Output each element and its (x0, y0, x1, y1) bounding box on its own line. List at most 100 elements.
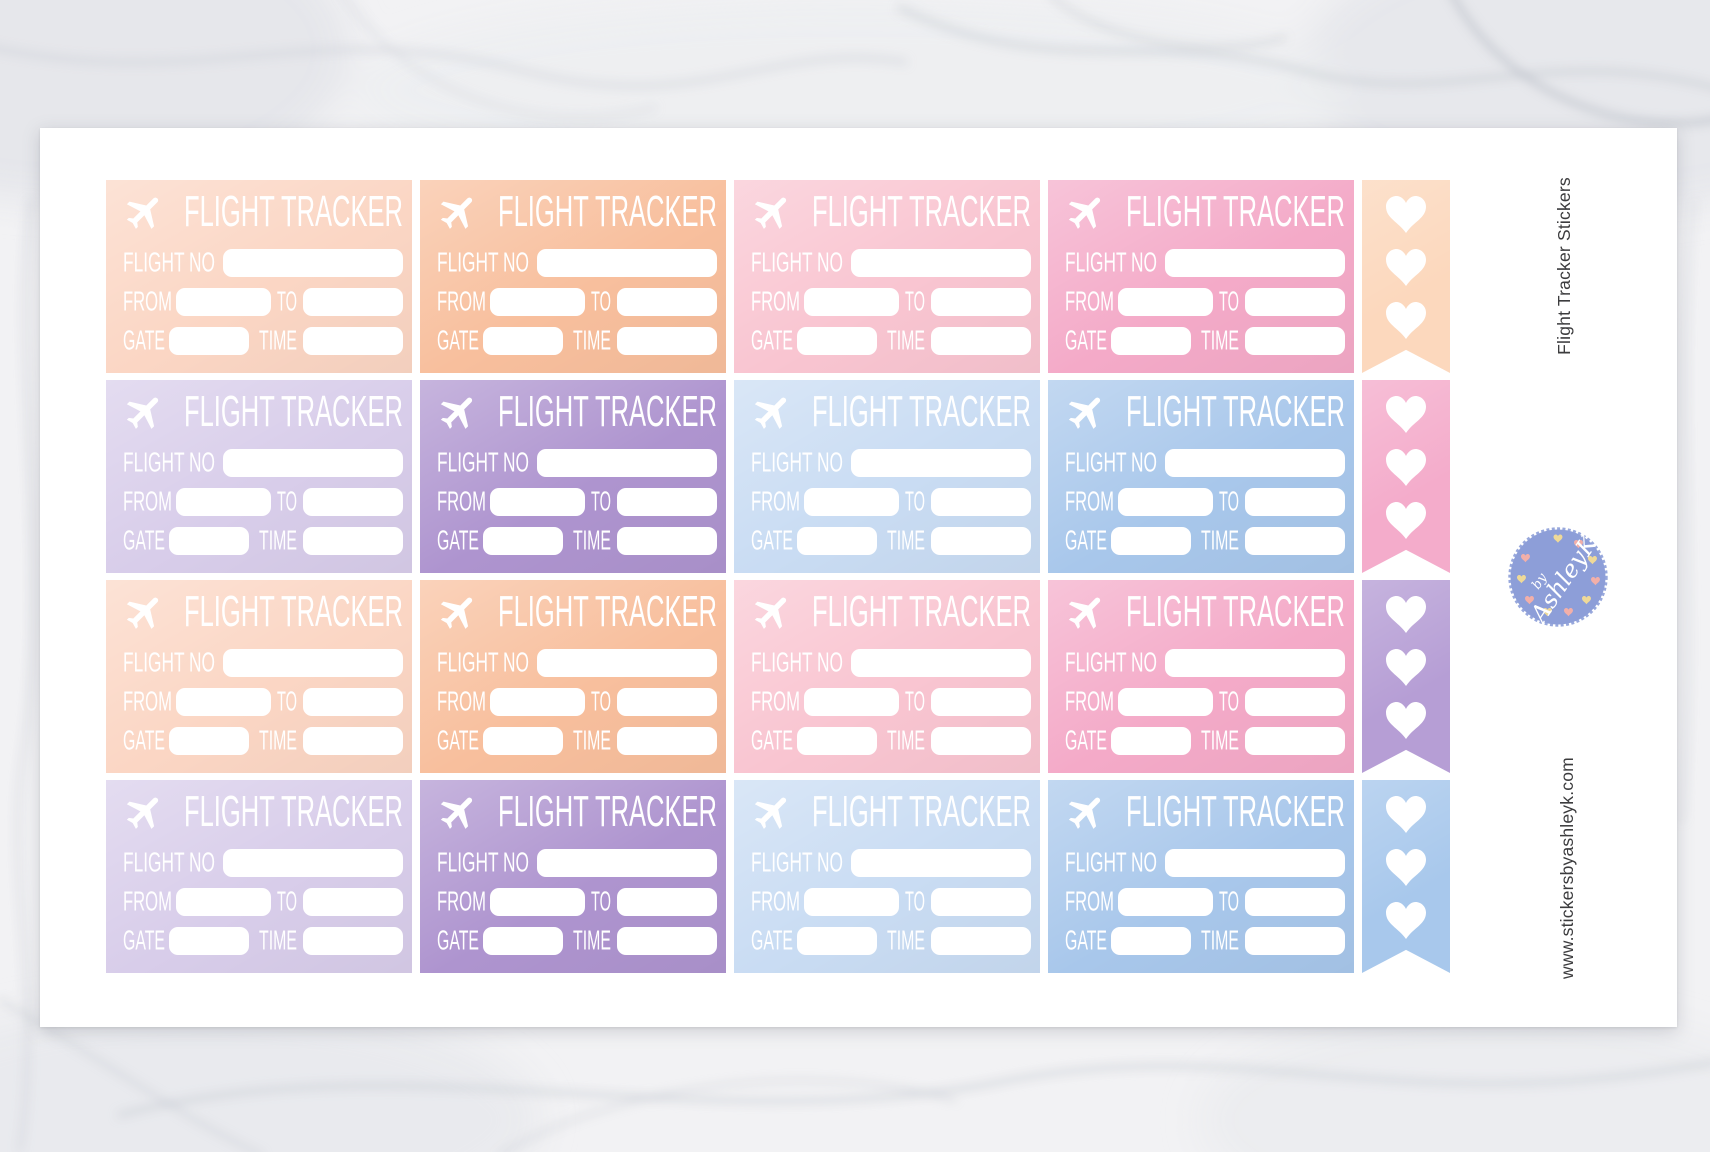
from-to-row: FROM TO (123, 488, 403, 516)
flight-no-field (537, 449, 717, 477)
sticker-title: FLIGHT TRACKER (184, 189, 403, 235)
from-field (176, 688, 271, 716)
from-label: FROM (751, 688, 800, 716)
gate-label: GATE (437, 327, 479, 355)
plane-icon (754, 597, 787, 629)
to-field (931, 288, 1031, 316)
gate-time-row: GATE TIME (1065, 327, 1345, 355)
sticker-header: FLIGHT TRACKER (751, 789, 1033, 835)
time-field (1245, 527, 1345, 555)
to-field (303, 288, 403, 316)
gate-label: GATE (751, 727, 793, 755)
svg-text:TIME: TIME (259, 327, 297, 355)
from-to-row: FROM TO (751, 288, 1031, 316)
to-field (303, 888, 403, 916)
gate-time-row: GATE TIME (123, 927, 403, 955)
gate-label: GATE (123, 527, 165, 555)
from-field (176, 488, 271, 516)
flight-no-field (537, 249, 717, 277)
gate-time-row: GATE TIME (123, 327, 403, 355)
to-field (931, 688, 1031, 716)
svg-text:FLIGHT TRACKER: FLIGHT TRACKER (1126, 389, 1345, 435)
gate-label: GATE (437, 927, 479, 955)
from-field (1118, 888, 1213, 916)
flight-no-row: FLIGHT NO (437, 249, 717, 277)
to-field (617, 488, 717, 516)
svg-text:FLIGHT NO: FLIGHT NO (123, 249, 215, 277)
svg-text:GATE: GATE (123, 727, 165, 755)
svg-text:TO: TO (591, 488, 611, 516)
to-label: TO (905, 288, 925, 316)
plane-icon (440, 397, 473, 429)
from-to-row: FROM TO (1065, 488, 1345, 516)
sticker-title: FLIGHT TRACKER (812, 589, 1031, 635)
svg-text:FLIGHT TRACKER: FLIGHT TRACKER (498, 389, 717, 435)
plane-icon (126, 397, 159, 429)
flight-no-row: FLIGHT NO (1065, 649, 1345, 677)
to-label: TO (1219, 888, 1239, 916)
from-field (176, 288, 271, 316)
flight-no-label: FLIGHT NO (437, 849, 529, 877)
from-to-row: FROM TO (437, 888, 717, 916)
sticker-header: FLIGHT TRACKER (437, 789, 719, 835)
flight-tracker-sticker: FLIGHT TRACKER FLIGHT NO FROM TO GATE (1048, 180, 1354, 373)
plane-icon (1068, 397, 1101, 429)
from-field (804, 488, 899, 516)
flight-no-label: FLIGHT NO (437, 649, 529, 677)
heart-icon (1386, 249, 1426, 286)
to-field (1245, 288, 1345, 316)
time-label: TIME (259, 527, 297, 555)
svg-text:GATE: GATE (123, 527, 165, 555)
svg-text:FROM: FROM (1065, 288, 1114, 316)
plane-icon (440, 197, 473, 229)
time-field (1245, 327, 1345, 355)
from-to-row: FROM TO (437, 488, 717, 516)
heart-checklist-flag (1362, 380, 1450, 573)
time-label: TIME (573, 727, 611, 755)
sticker-title: FLIGHT TRACKER (498, 389, 717, 435)
sticker-header: FLIGHT TRACKER (437, 589, 719, 635)
gate-field (1111, 527, 1191, 555)
from-field (490, 488, 585, 516)
from-field (1118, 488, 1213, 516)
heart-icon (1386, 196, 1426, 233)
svg-text:GATE: GATE (751, 527, 793, 555)
gate-label: GATE (751, 327, 793, 355)
flight-no-row: FLIGHT NO (123, 449, 403, 477)
from-to-row: FROM TO (123, 688, 403, 716)
flight-tracker-sticker: FLIGHT TRACKER FLIGHT NO FROM TO GATE (420, 380, 726, 573)
logo-circle (1510, 529, 1606, 625)
sticker-header: FLIGHT TRACKER (751, 589, 1033, 635)
svg-text:GATE: GATE (437, 927, 479, 955)
svg-text:TIME: TIME (887, 927, 925, 955)
svg-text:FROM: FROM (751, 488, 800, 516)
sticker-header: FLIGHT TRACKER (1065, 789, 1347, 835)
time-field (303, 927, 403, 955)
svg-text:FROM: FROM (1065, 688, 1114, 716)
flight-no-row: FLIGHT NO (1065, 449, 1345, 477)
sticker-title: FLIGHT TRACKER (498, 189, 717, 235)
flight-no-label: FLIGHT NO (1065, 649, 1157, 677)
time-field (931, 527, 1031, 555)
svg-text:FROM: FROM (437, 288, 486, 316)
flight-tracker-sticker: FLIGHT TRACKER FLIGHT NO FROM TO GATE (106, 380, 412, 573)
time-field (617, 727, 717, 755)
svg-text:TO: TO (905, 288, 925, 316)
svg-text:FROM: FROM (1065, 888, 1114, 916)
from-label: FROM (751, 288, 800, 316)
svg-text:FLIGHT NO: FLIGHT NO (437, 449, 529, 477)
gate-field (797, 727, 877, 755)
from-label: FROM (437, 688, 486, 716)
flight-no-row: FLIGHT NO (1065, 849, 1345, 877)
svg-text:FLIGHT NO: FLIGHT NO (1065, 449, 1157, 477)
heart-icon (1386, 449, 1426, 486)
sticker-sheet: FLIGHT TRACKER FLIGHT NO FROM TO GATE (40, 128, 1677, 1027)
from-to-row: FROM TO (751, 488, 1031, 516)
svg-text:TO: TO (591, 688, 611, 716)
from-label: FROM (1065, 488, 1114, 516)
svg-text:FROM: FROM (123, 288, 172, 316)
gate-time-row: GATE TIME (437, 527, 717, 555)
flight-no-label: FLIGHT NO (751, 649, 843, 677)
to-label: TO (277, 688, 297, 716)
plane-icon (1068, 197, 1101, 229)
